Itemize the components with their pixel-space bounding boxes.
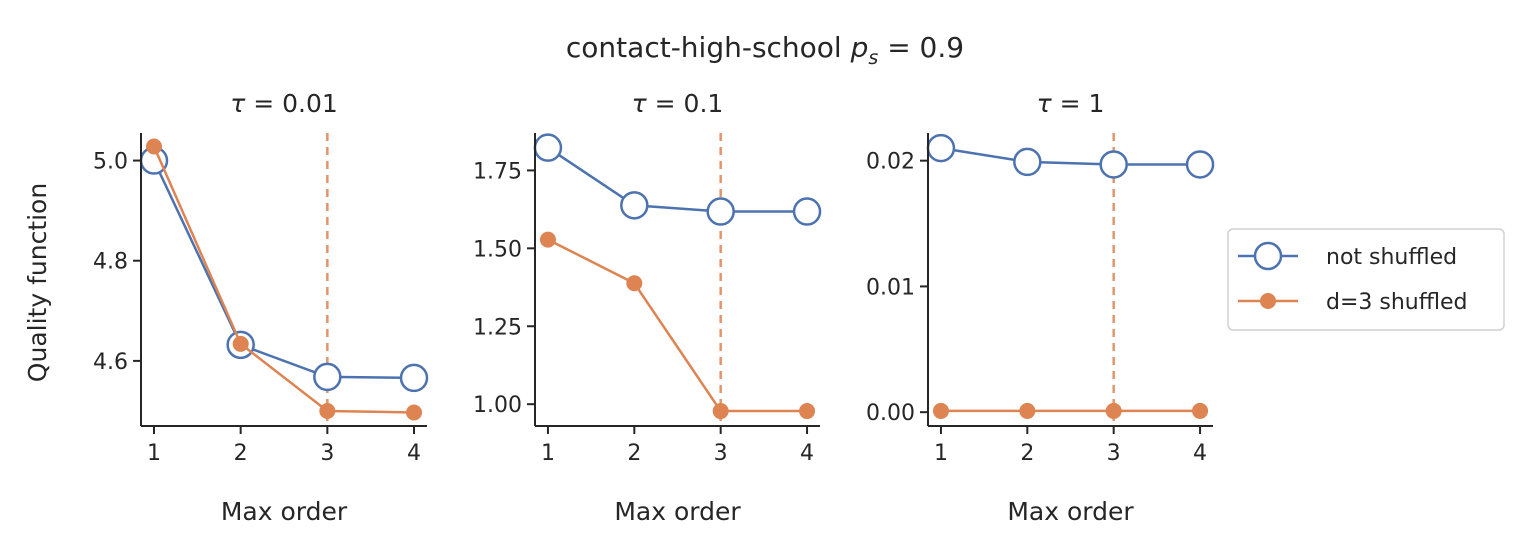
data-point-not-shuffled: [926, 133, 956, 163]
series-line-shuffled: [152, 146, 415, 414]
x-tick-label: 4: [407, 441, 421, 466]
data-point-shuffled: [319, 402, 336, 419]
data-point-shuffled: [712, 403, 729, 420]
data-point-shuffled: [799, 403, 816, 420]
data-point-not-shuffled: [792, 197, 822, 226]
y-axis-label: Quality function: [23, 183, 52, 382]
y-tick-label: 5.0: [93, 150, 128, 175]
legend-swatch-shuffled-marker: [1260, 293, 1276, 309]
data-point-not-shuffled: [533, 133, 563, 162]
series-line-not-shuffled: [940, 146, 1201, 166]
x-tick-label: 1: [147, 441, 161, 466]
data-point-shuffled: [146, 138, 162, 155]
subplot-title: τ = 1: [1037, 89, 1105, 118]
subplot-title: τ = 0.1: [632, 89, 724, 118]
data-point-shuffled: [1192, 402, 1209, 419]
data-point-shuffled: [232, 335, 249, 352]
x-axis-label: Max order: [1007, 497, 1134, 526]
subplots: τ = 0.01 1 2 3 4 4.6 4.8 5.0 Max order Quality fu…: [23, 89, 1215, 526]
series-line-not-shuffled: [152, 160, 415, 380]
data-point-not-shuffled: [620, 191, 649, 220]
data-point-shuffled: [932, 402, 949, 419]
data-point-not-shuffled: [313, 362, 342, 392]
subplot-title: τ = 0.01: [230, 89, 338, 118]
x-tick-label: 1: [541, 441, 555, 466]
data-point-shuffled: [1105, 402, 1122, 419]
x-tick-label: 1: [934, 441, 948, 466]
figure-suptitle: contact-high-school ps = 0.9: [566, 31, 964, 69]
x-axis-label: Max order: [614, 497, 741, 526]
x-tick-label: 3: [320, 441, 334, 466]
x-tick-label: 2: [234, 441, 248, 466]
y-tick-label: 0.00: [866, 401, 915, 426]
x-tick-label: 3: [714, 441, 728, 466]
y-tick-label: 1.00: [473, 393, 522, 418]
subplot-2: τ = 0.1 1 2 3 4 1.00 1.25 1.50 1.75 Max order: [473, 89, 822, 526]
data-point-shuffled: [1019, 402, 1036, 419]
legend-swatch-not-shuffled-marker: [1253, 241, 1283, 271]
data-point-shuffled: [626, 275, 643, 292]
x-tick-label: 4: [800, 441, 814, 466]
data-point-shuffled: [539, 231, 556, 248]
data-point-not-shuffled: [706, 197, 735, 226]
x-tick-label: 4: [1193, 441, 1207, 466]
data-point-shuffled: [406, 404, 422, 421]
legend-frame: [1227, 228, 1505, 331]
x-axis-label: Max order: [221, 497, 348, 526]
y-tick-label: 1.75: [473, 159, 522, 184]
series-line-shuffled: [547, 238, 808, 413]
y-tick-label: 0.02: [866, 150, 915, 175]
x-tick-label: 2: [627, 441, 641, 466]
data-point-not-shuffled: [399, 363, 429, 393]
y-tick-label: 1.50: [473, 237, 522, 262]
y-tick-label: 4.6: [93, 350, 128, 375]
data-point-not-shuffled: [1099, 150, 1128, 179]
y-tick-label: 1.25: [473, 315, 522, 340]
legend: not shuffled d=3 shuffled: [1227, 228, 1505, 331]
legend-label-shuffled: d=3 shuffled: [1326, 290, 1468, 315]
x-tick-label: 2: [1020, 441, 1034, 466]
data-point-not-shuffled: [1013, 147, 1042, 177]
subplot-1: τ = 0.01 1 2 3 4 4.6 4.8 5.0 Max order Quality fu…: [23, 89, 429, 526]
series-line-not-shuffled: [547, 146, 808, 213]
legend-label-not-shuffled: not shuffled: [1326, 245, 1457, 270]
data-point-not-shuffled: [1185, 150, 1215, 179]
y-tick-label: 0.01: [866, 275, 915, 300]
y-tick-label: 4.8: [93, 250, 128, 275]
subplot-3: τ = 1 1 2 3 4 0.00 0.01 0.02 Max order: [866, 89, 1215, 526]
x-tick-label: 3: [1107, 441, 1121, 466]
